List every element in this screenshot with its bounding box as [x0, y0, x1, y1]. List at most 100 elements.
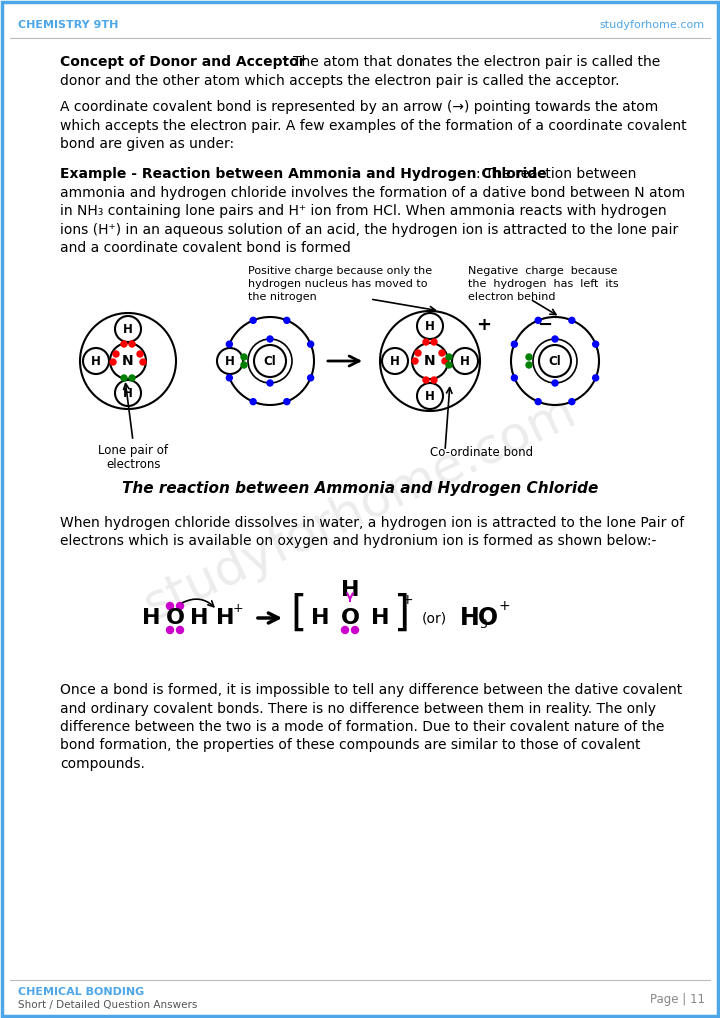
- Text: H: H: [225, 354, 235, 367]
- Circle shape: [267, 336, 273, 342]
- Circle shape: [250, 318, 256, 324]
- Text: N: N: [424, 354, 436, 367]
- Text: N: N: [122, 354, 134, 367]
- Circle shape: [412, 343, 448, 379]
- Text: +: +: [477, 316, 492, 334]
- Text: bond are given as under:: bond are given as under:: [60, 137, 234, 151]
- Circle shape: [412, 358, 418, 364]
- Circle shape: [526, 362, 532, 367]
- Circle shape: [452, 348, 478, 374]
- Circle shape: [217, 348, 243, 374]
- Circle shape: [113, 351, 119, 357]
- Circle shape: [423, 339, 429, 345]
- Circle shape: [539, 345, 571, 377]
- Text: H: H: [425, 390, 435, 402]
- Text: CHEMISTRY 9TH: CHEMISTRY 9TH: [18, 20, 118, 30]
- Circle shape: [110, 343, 146, 379]
- Text: Page | 11: Page | 11: [650, 993, 705, 1006]
- Text: electrons: electrons: [106, 458, 161, 471]
- Text: O: O: [341, 608, 359, 628]
- Text: and a coordinate covalent bond is formed: and a coordinate covalent bond is formed: [60, 241, 351, 254]
- Circle shape: [140, 359, 146, 365]
- Text: −: −: [537, 316, 552, 334]
- Circle shape: [267, 380, 273, 386]
- Text: donor and the other atom which accepts the electron pair is called the acceptor.: donor and the other atom which accepts t…: [60, 73, 619, 88]
- Text: H: H: [425, 320, 435, 333]
- Circle shape: [382, 348, 408, 374]
- Text: H: H: [390, 354, 400, 367]
- Circle shape: [417, 313, 443, 339]
- Text: electron behind: electron behind: [468, 292, 556, 302]
- Circle shape: [439, 350, 445, 356]
- Text: H: H: [190, 608, 208, 628]
- Text: H: H: [142, 608, 161, 628]
- Text: Co-ordinate bond: Co-ordinate bond: [430, 446, 533, 459]
- Circle shape: [431, 377, 437, 383]
- Circle shape: [110, 359, 116, 365]
- Circle shape: [351, 626, 359, 633]
- Text: The reaction between Ammonia and Hydrogen Chloride: The reaction between Ammonia and Hydroge…: [122, 480, 598, 496]
- Circle shape: [511, 341, 518, 347]
- Circle shape: [115, 316, 141, 342]
- Text: studyforhome.com: studyforhome.com: [600, 20, 705, 30]
- Circle shape: [423, 377, 429, 383]
- Circle shape: [415, 350, 421, 356]
- Text: compounds.: compounds.: [60, 757, 145, 771]
- Text: +: +: [401, 593, 413, 607]
- Text: hydrogen nucleus has moved to: hydrogen nucleus has moved to: [248, 279, 428, 289]
- Text: A coordinate covalent bond is represented by an arrow (→) pointing towards the a: A coordinate covalent bond is represente…: [60, 100, 658, 114]
- Text: O: O: [478, 606, 498, 630]
- Circle shape: [166, 603, 174, 610]
- Text: ions (H⁺) in an aqueous solution of an acid, the hydrogen ion is attracted to th: ions (H⁺) in an aqueous solution of an a…: [60, 223, 678, 236]
- Circle shape: [569, 318, 575, 324]
- Circle shape: [284, 399, 290, 404]
- Circle shape: [442, 358, 448, 364]
- Text: Once a bond is formed, it is impossible to tell any difference between the dativ: Once a bond is formed, it is impossible …: [60, 683, 683, 697]
- Circle shape: [115, 380, 141, 406]
- Text: +: +: [233, 602, 243, 615]
- Circle shape: [226, 341, 233, 347]
- Text: Negative  charge  because: Negative charge because: [468, 266, 617, 276]
- Text: H: H: [341, 580, 359, 600]
- Circle shape: [284, 318, 290, 324]
- Circle shape: [552, 336, 558, 342]
- Text: ammonia and hydrogen chloride involves the formation of a dative bond between N : ammonia and hydrogen chloride involves t…: [60, 185, 685, 200]
- Text: Positive charge because only the: Positive charge because only the: [248, 266, 432, 276]
- Circle shape: [129, 341, 135, 347]
- Text: When hydrogen chloride dissolves in water, a hydrogen ion is attracted to the lo: When hydrogen chloride dissolves in wate…: [60, 516, 684, 530]
- Text: H: H: [123, 387, 133, 399]
- Circle shape: [307, 375, 314, 381]
- Text: H: H: [371, 608, 390, 628]
- Text: Cl: Cl: [549, 354, 562, 367]
- Text: (or): (or): [422, 611, 447, 625]
- Circle shape: [593, 375, 598, 381]
- Text: [: [: [290, 593, 306, 635]
- Text: which accepts the electron pair. A few examples of the formation of a coordinate: which accepts the electron pair. A few e…: [60, 118, 687, 132]
- Text: : The reaction between: : The reaction between: [476, 167, 636, 181]
- Text: +: +: [498, 599, 510, 613]
- Circle shape: [569, 399, 575, 404]
- Text: Concept of Donor and Acceptor: Concept of Donor and Acceptor: [60, 55, 305, 69]
- Text: O: O: [166, 608, 184, 628]
- Circle shape: [511, 375, 518, 381]
- Circle shape: [535, 318, 541, 324]
- Circle shape: [341, 626, 348, 633]
- Circle shape: [121, 375, 127, 381]
- Circle shape: [137, 351, 143, 357]
- Text: 3: 3: [479, 619, 487, 631]
- Circle shape: [254, 345, 286, 377]
- Text: difference between the two is a mode of formation. Due to their covalent nature : difference between the two is a mode of …: [60, 720, 665, 734]
- Text: bond formation, the properties of these compounds are similar to those of covale: bond formation, the properties of these …: [60, 738, 641, 752]
- Text: the nitrogen: the nitrogen: [248, 292, 317, 302]
- Text: Lone pair of: Lone pair of: [98, 444, 168, 457]
- Text: H: H: [460, 606, 480, 630]
- Text: : The atom that donates the electron pair is called the: : The atom that donates the electron pai…: [284, 55, 660, 69]
- Circle shape: [593, 341, 598, 347]
- Text: Example - Reaction between Ammonia and Hydrogen Chloride: Example - Reaction between Ammonia and H…: [60, 167, 546, 181]
- Text: studyforhome.com: studyforhome.com: [136, 388, 584, 630]
- Text: electrons which is available on oxygen and hydronium ion is formed as shown belo: electrons which is available on oxygen a…: [60, 534, 657, 549]
- Text: H: H: [460, 354, 470, 367]
- Circle shape: [241, 354, 247, 360]
- Text: H: H: [216, 608, 234, 628]
- Text: in NH₃ containing lone pairs and H⁺ ion from HCl. When ammonia reacts with hydro: in NH₃ containing lone pairs and H⁺ ion …: [60, 204, 667, 218]
